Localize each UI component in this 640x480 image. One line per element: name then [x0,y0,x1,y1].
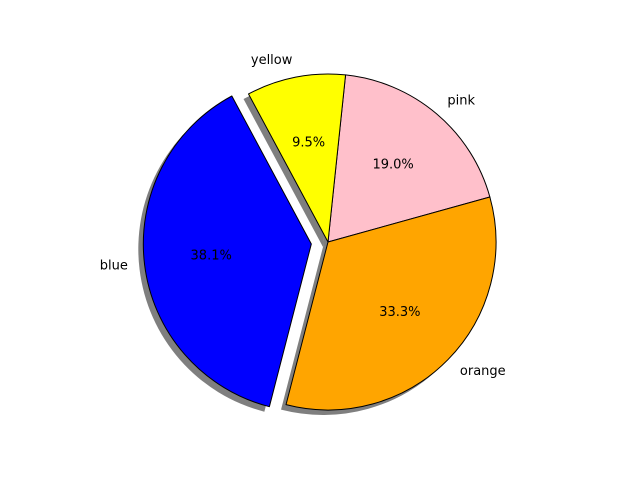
slice-pct-pink: 19.0% [372,158,413,173]
slice-label-blue: blue [100,259,128,274]
slice-label-orange: orange [460,364,506,379]
slice-pct-yellow: 9.5% [292,136,325,151]
slice-label-yellow: yellow [251,53,293,68]
slice-pct-blue: 38.1% [191,249,232,264]
slice-pink [327,74,491,243]
slice-blue [142,95,312,408]
labels: pink 19.0% orange 33.3% blue 38.1% yellow 9.5% [100,53,506,379]
slices [142,73,497,411]
slice-label-pink: pink [447,93,475,108]
slice-orange [285,196,497,411]
slice-pct-orange: 33.3% [379,305,420,320]
slice-yellow [248,73,347,243]
